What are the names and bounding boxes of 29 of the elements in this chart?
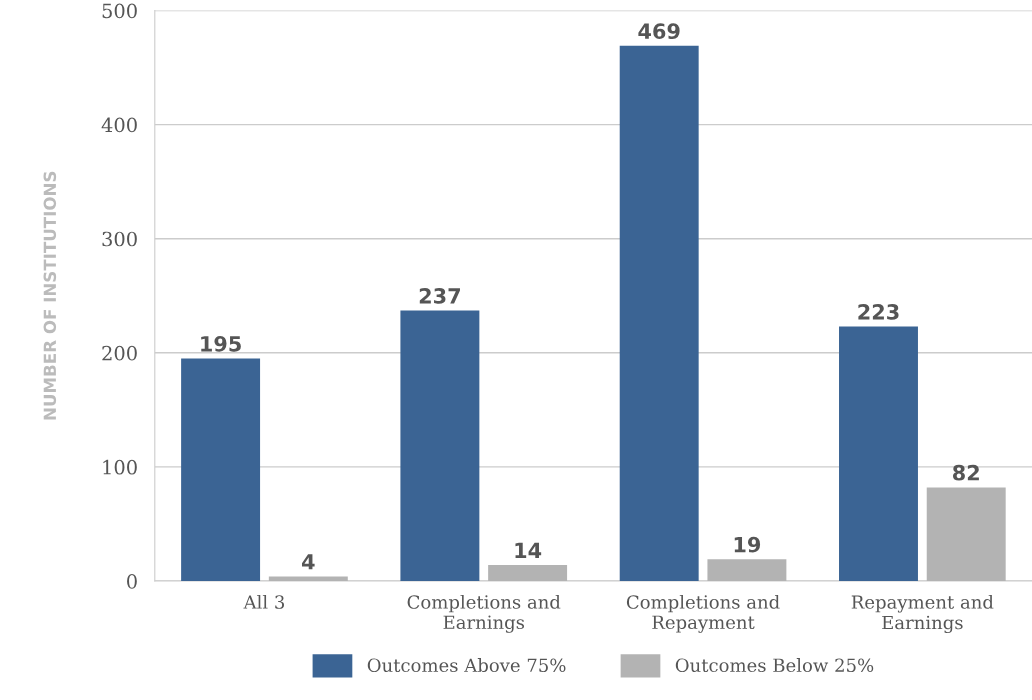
data-label: 4: [302, 554, 315, 570]
data-label: 82: [952, 464, 979, 481]
bar: [707, 559, 787, 581]
data-label: 223: [858, 303, 899, 320]
y-axis-title: NUMBER OF INSTITUTIONS: [43, 171, 57, 420]
data-label: 237: [419, 288, 460, 304]
bar: [926, 487, 1006, 581]
bar: [839, 326, 918, 581]
bar: [619, 45, 699, 581]
y-tick-label: 100: [103, 459, 137, 475]
x-tick-label: All 3: [243, 594, 285, 609]
x-tick-label: Completions and Repayment: [626, 594, 780, 633]
x-tick-label: Completions and Earnings: [407, 594, 561, 633]
bar: [400, 310, 480, 581]
legend-label: Outcomes Above 75%: [367, 658, 566, 673]
y-tick-label: 200: [102, 345, 137, 361]
legend-label: Outcomes Below 25%: [675, 658, 874, 673]
bar: [181, 358, 261, 581]
x-tick-label: Repayment and Earnings: [851, 594, 994, 634]
data-label: 19: [734, 536, 761, 553]
data-label: 195: [201, 335, 241, 352]
y-tick-label: 500: [102, 3, 137, 19]
y-tick-label: 0: [127, 573, 137, 589]
bar: [268, 576, 348, 581]
bar: [488, 565, 568, 581]
data-label: 14: [515, 542, 542, 558]
y-tick-label: 400: [101, 117, 137, 133]
data-label: 469: [638, 23, 680, 40]
y-tick-label: 300: [102, 231, 137, 247]
